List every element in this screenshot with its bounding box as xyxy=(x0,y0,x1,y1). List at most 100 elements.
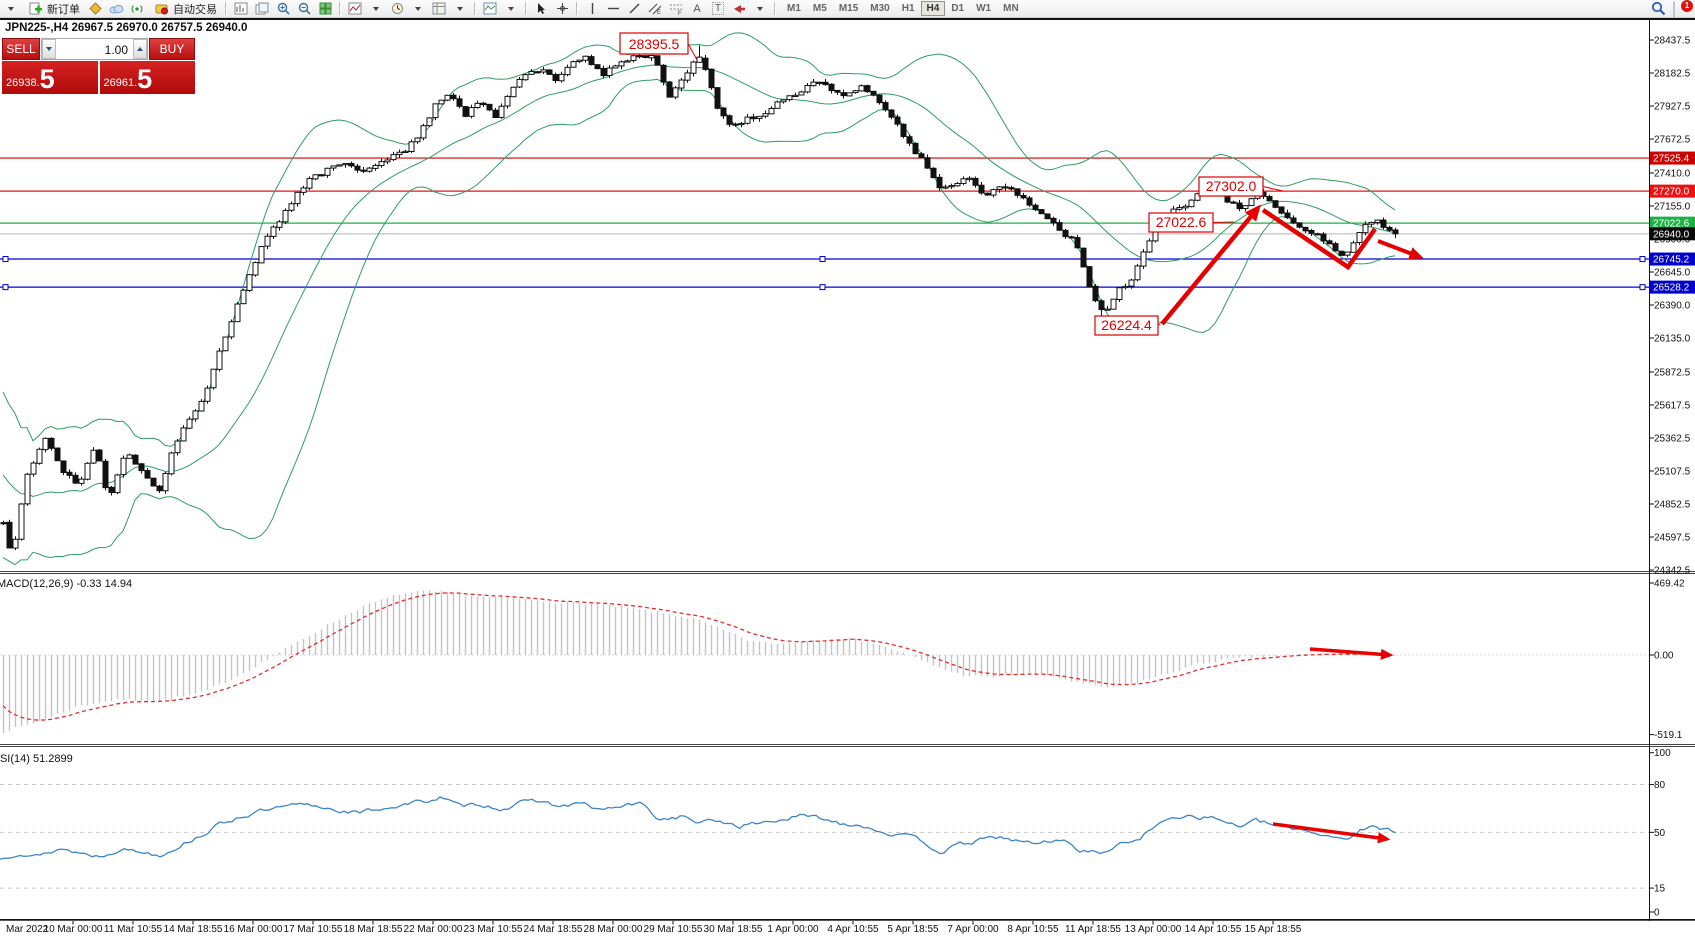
svg-text:27927.5: 27927.5 xyxy=(1654,102,1691,113)
buy-button[interactable]: BUY xyxy=(149,38,195,60)
period-dropdown-icon[interactable] xyxy=(409,1,427,16)
volume-input[interactable]: 1.00 xyxy=(104,43,128,57)
horizontal-line-tool-icon[interactable] xyxy=(604,1,622,16)
indicators-icon[interactable] xyxy=(346,1,364,16)
timeframe-m5-button[interactable]: M5 xyxy=(812,3,827,14)
trend-arrow[interactable] xyxy=(1261,208,1377,271)
sell-price-button[interactable]: 26938. 5 xyxy=(2,61,98,94)
fibonacci-tool-icon[interactable]: F xyxy=(667,1,685,16)
svg-text:E: E xyxy=(657,10,661,15)
arrows-tool-icon[interactable] xyxy=(730,1,748,16)
tile-windows-icon[interactable] xyxy=(316,1,334,16)
volume-decrease-button[interactable] xyxy=(42,39,56,59)
sell-button[interactable]: SELL xyxy=(2,38,40,60)
svg-text:25362.5: 25362.5 xyxy=(1654,433,1691,444)
text-tool-icon[interactable]: A xyxy=(693,2,701,15)
svg-text:18 Mar 18:55: 18 Mar 18:55 xyxy=(344,924,403,935)
svg-text:24 Mar 18:55: 24 Mar 18:55 xyxy=(524,924,583,935)
price-badge-26940.0: 26940.0 xyxy=(1650,227,1695,241)
market-watch-icon[interactable] xyxy=(86,1,104,16)
price-annotation-27302.0[interactable]: 27302.0 xyxy=(1198,176,1284,197)
hline-handle[interactable] xyxy=(1639,256,1646,263)
hline-handle[interactable] xyxy=(2,256,9,263)
notifications-icon[interactable]: 1 xyxy=(1673,0,1693,20)
price-badge-27525.4: 27525.4 xyxy=(1650,151,1695,165)
autotrading-button[interactable]: 自动交易 xyxy=(149,1,220,17)
hline-handle[interactable] xyxy=(1639,284,1646,291)
macd-pane[interactable] xyxy=(0,590,1649,734)
svg-text:28437.5: 28437.5 xyxy=(1654,36,1691,47)
profiles-icon[interactable] xyxy=(253,1,271,16)
timeframe-h1-button[interactable]: H1 xyxy=(901,3,915,14)
new-order-button[interactable]: 新订单 xyxy=(23,1,83,17)
svg-text:469.42: 469.42 xyxy=(1654,579,1685,590)
trendline-tool-icon[interactable] xyxy=(625,1,643,16)
timeframe-m1-button[interactable]: M1 xyxy=(787,3,801,14)
price-pane[interactable] xyxy=(0,32,1649,566)
svg-text:26390.0: 26390.0 xyxy=(1654,301,1691,312)
timeframe-w1-button[interactable]: W1 xyxy=(976,3,992,14)
timeframe-d1-button[interactable]: D1 xyxy=(951,3,965,14)
rsi-pane[interactable] xyxy=(0,784,1649,889)
timeframe-m15-button[interactable]: M15 xyxy=(838,3,859,14)
notification-badge: 1 xyxy=(1681,0,1693,12)
svg-text:100: 100 xyxy=(1654,748,1671,759)
svg-text:5 Apr 18:55: 5 Apr 18:55 xyxy=(887,924,939,935)
svg-text:26645.0: 26645.0 xyxy=(1654,268,1691,279)
channel-tool-icon[interactable]: E xyxy=(646,1,664,16)
cloud-icon[interactable] xyxy=(107,1,125,16)
toolbar: 新订单 自动交易 E F A xyxy=(0,0,1695,20)
price-annotation-27022.6[interactable]: 27022.6 xyxy=(1148,212,1235,233)
period-icon[interactable] xyxy=(388,1,406,16)
svg-text:27270.0: 27270.0 xyxy=(1653,187,1690,198)
hline-handle[interactable] xyxy=(2,284,9,291)
autotrading-icon xyxy=(152,1,170,16)
price-annotation-26224.4[interactable]: 26224.4 xyxy=(1094,315,1161,336)
volume-increase-button[interactable] xyxy=(133,39,147,59)
chart-type-dropdown-icon[interactable] xyxy=(502,1,520,16)
signal-icon[interactable] xyxy=(128,1,146,16)
buy-price-button[interactable]: 26961. 5 xyxy=(99,61,195,94)
zoom-out-icon[interactable] xyxy=(295,1,313,16)
hline-handle[interactable] xyxy=(819,256,826,263)
macd-indicator-label: MACD(12,26,9) -0.33 14.94 xyxy=(0,578,133,590)
toolbar-separator xyxy=(576,2,578,15)
indicators-dropdown-icon[interactable] xyxy=(367,1,385,16)
chart-type-icon[interactable] xyxy=(481,1,499,16)
svg-text:15 Apr 18:55: 15 Apr 18:55 xyxy=(1245,924,1302,935)
cursor-tool-icon[interactable] xyxy=(532,1,550,16)
chart-title: JPN225-,H4 26967.5 26970.0 26757.5 26940… xyxy=(5,22,248,34)
timeframe-m30-button[interactable]: M30 xyxy=(870,3,890,14)
zoom-in-icon[interactable] xyxy=(274,1,292,16)
price-annotation-28395.5[interactable]: 28395.5 xyxy=(619,32,698,61)
template-dropdown-icon[interactable] xyxy=(451,1,469,16)
trend-arrow[interactable] xyxy=(1377,239,1424,260)
svg-text:-519.1: -519.1 xyxy=(1654,730,1683,741)
toolbar-overflow-icon[interactable] xyxy=(2,1,20,16)
trend-arrow[interactable] xyxy=(1160,204,1261,326)
template-icon[interactable] xyxy=(430,1,448,16)
svg-text:25617.5: 25617.5 xyxy=(1654,400,1691,411)
arrows-dropdown-icon[interactable] xyxy=(751,1,769,16)
new-chart-icon[interactable] xyxy=(232,1,250,16)
search-icon[interactable] xyxy=(1649,1,1667,16)
svg-text:26528.2: 26528.2 xyxy=(1653,283,1690,294)
crosshair-tool-icon[interactable] xyxy=(553,1,571,16)
svg-text:22 Mar 00:00: 22 Mar 00:00 xyxy=(404,924,463,935)
hline-handle[interactable] xyxy=(819,284,826,291)
timeframe-mn-button[interactable]: MN xyxy=(1003,3,1019,14)
svg-text:27022.6: 27022.6 xyxy=(1156,214,1207,230)
svg-text:27022.6: 27022.6 xyxy=(1653,219,1690,230)
new-order-icon xyxy=(26,1,44,16)
trend-arrow[interactable] xyxy=(1309,647,1394,660)
bollinger-band-line xyxy=(2,64,1396,498)
trend-arrow[interactable] xyxy=(1272,822,1391,844)
vertical-line-tool-icon[interactable] xyxy=(583,1,601,16)
svg-text:10 Mar 00:00: 10 Mar 00:00 xyxy=(44,924,103,935)
timeframe-h4-button[interactable]: H4 xyxy=(920,1,946,16)
label-tool-icon[interactable]: T xyxy=(709,1,727,16)
price-badge-27022.6: 27022.6 xyxy=(1650,216,1695,230)
svg-text:0.00: 0.00 xyxy=(1654,651,1674,662)
svg-text:13 Apr 00:00: 13 Apr 00:00 xyxy=(1125,924,1182,935)
